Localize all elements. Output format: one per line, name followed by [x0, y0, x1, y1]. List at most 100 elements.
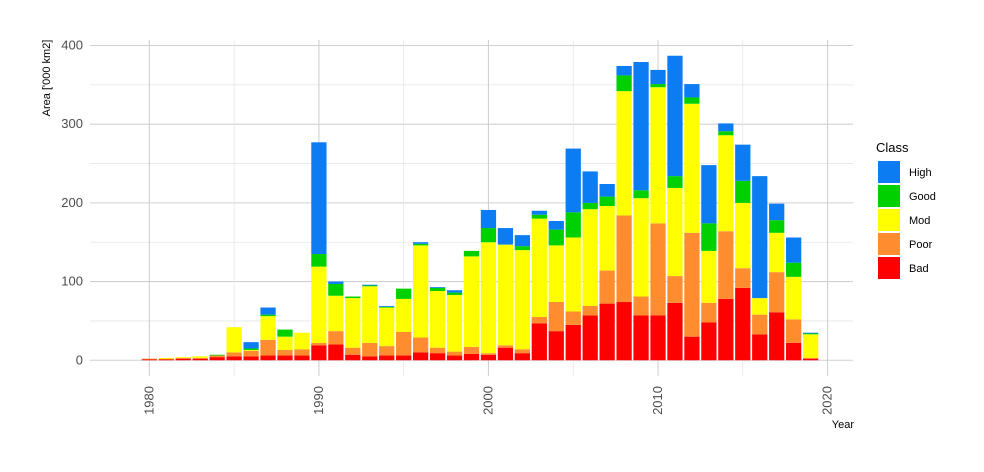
bar-segment-bad-1983 — [192, 358, 208, 361]
bar-segment-poor-1987 — [260, 339, 276, 356]
bar-segment-mod-1998 — [446, 294, 463, 352]
x-tick-label: 1980 — [141, 386, 156, 415]
bar-segment-poor-1996 — [413, 337, 429, 353]
bar-segment-poor-2002 — [514, 349, 530, 354]
bar-segment-high-2009 — [633, 62, 649, 191]
bar-segment-bad-2002 — [514, 353, 530, 361]
bar-segment-mod-1992 — [345, 298, 361, 348]
x-tick-labels: 1980 1990 2000 2010 2020 — [141, 386, 834, 415]
bar-segment-mod-2019 — [802, 334, 819, 358]
bar-segment-poor-1993 — [362, 342, 378, 357]
bar-segment-high-2000 — [480, 209, 497, 229]
bar-segment-mod-1988 — [277, 336, 293, 351]
bar-segment-bad-2011 — [667, 302, 683, 361]
bar-segment-good-2015 — [735, 180, 751, 203]
bar-segment-high-1996 — [413, 242, 429, 244]
legend-swatch-bad — [878, 257, 900, 279]
bar-segment-bad-2000 — [480, 354, 497, 361]
bar-segment-good-1998 — [446, 292, 463, 295]
bar-segment-mod-1995 — [396, 298, 412, 332]
bar-segment-bad-1980 — [141, 359, 157, 361]
bar-segment-poor-1994 — [379, 346, 395, 356]
bar-segment-bad-1986 — [243, 356, 259, 361]
bar-segment-good-1986 — [243, 348, 259, 351]
bar-segment-poor-2013 — [701, 302, 717, 323]
bar-segment-good-2012 — [684, 97, 700, 104]
bar-segment-bad-2003 — [531, 323, 547, 361]
bar-segment-mod-2016 — [752, 298, 768, 315]
bar-segment-mod-2012 — [684, 103, 700, 233]
x-tick-label: 2020 — [820, 386, 835, 415]
bar-segment-good-2003 — [531, 214, 547, 219]
bar-segment-bad-2009 — [633, 315, 649, 361]
bar-segment-high-2015 — [735, 144, 751, 181]
x-tick-label: 2000 — [480, 386, 495, 415]
bar-segment-high-2002 — [514, 235, 530, 247]
bar-segment-poor-2007 — [599, 270, 615, 304]
bar-segment-bad-1981 — [158, 359, 174, 361]
legend: Class High Good Mod Poor Bad — [876, 140, 936, 279]
bar-segment-mod-2010 — [650, 87, 666, 224]
bar-segment-mod-1985 — [226, 327, 242, 353]
bar-segment-good-2018 — [786, 262, 802, 277]
y-tick-label: 300 — [61, 116, 83, 131]
bar-segment-poor-2008 — [616, 215, 632, 303]
bar-segment-bad-1998 — [446, 355, 463, 361]
bar-segment-high-2012 — [684, 84, 700, 98]
bar-segment-bad-2015 — [735, 287, 751, 361]
bar-segment-bad-1993 — [362, 356, 378, 361]
bar-segment-poor-1991 — [328, 331, 344, 345]
bar-segment-high-1987 — [260, 307, 276, 315]
bar-segment-poor-1988 — [277, 350, 293, 356]
bar-segment-good-2019 — [802, 333, 819, 335]
bar-segment-poor-1984 — [209, 355, 225, 358]
bar-segment-bad-2007 — [599, 303, 615, 361]
bar-segment-high-1990 — [311, 142, 327, 255]
bar-segment-bad-2013 — [701, 322, 717, 361]
bar-segment-bad-1982 — [175, 358, 191, 361]
bar-segment-high-2013 — [701, 165, 717, 224]
legend-label-bad: Bad — [909, 263, 929, 275]
bar-segment-high-1991 — [328, 281, 344, 284]
x-tick-label: 1990 — [311, 386, 326, 415]
bar-segment-high-2005 — [565, 148, 581, 213]
bar-segment-mod-1987 — [260, 316, 276, 340]
bar-segment-high-1997 — [429, 287, 446, 288]
bar-segment-poor-1981 — [158, 358, 174, 360]
bar-segment-high-2017 — [769, 203, 785, 221]
bar-segment-high-2007 — [599, 184, 615, 197]
bar-segment-mod-2003 — [531, 218, 547, 317]
bar-segment-high-2004 — [548, 220, 564, 230]
bar-segment-good-1991 — [328, 283, 344, 296]
bar-segment-mod-1990 — [311, 266, 327, 343]
bar-segment-mod-2005 — [565, 237, 581, 312]
bar-segment-mod-2015 — [735, 202, 751, 269]
bar-segment-mod-1997 — [429, 291, 446, 348]
y-axis-title: Area ['000 km2] — [41, 40, 53, 117]
bar-segment-mod-2004 — [548, 245, 564, 303]
bar-segment-mod-2011 — [667, 187, 683, 277]
bar-segment-bad-1988 — [277, 355, 293, 361]
bars-layer — [141, 55, 819, 361]
bar-segment-poor-1995 — [396, 331, 412, 356]
bar-segment-good-1997 — [429, 287, 446, 292]
y-tick-label: 400 — [61, 38, 83, 53]
bar-segment-poor-2018 — [786, 319, 802, 343]
bar-segment-bad-1997 — [429, 353, 446, 361]
bar-segment-good-2007 — [599, 196, 615, 207]
bar-segment-high-2001 — [497, 228, 514, 245]
legend-title: Class — [876, 140, 909, 155]
bar-segment-bad-2005 — [565, 324, 581, 361]
bar-segment-poor-2000 — [480, 353, 497, 355]
bar-segment-good-2002 — [514, 246, 530, 251]
bar-segment-bad-2010 — [650, 315, 666, 361]
bar-segment-bad-2004 — [548, 331, 564, 361]
bar-segment-bad-1999 — [463, 353, 480, 361]
bar-segment-high-1998 — [446, 290, 463, 293]
x-tick-label: 2010 — [650, 386, 665, 415]
bar-segment-bad-1994 — [379, 355, 395, 361]
legend-swatch-high — [878, 161, 900, 183]
bar-segment-high-2003 — [531, 210, 547, 215]
bar-segment-high-2018 — [786, 237, 802, 263]
bar-segment-bad-1996 — [413, 352, 429, 361]
